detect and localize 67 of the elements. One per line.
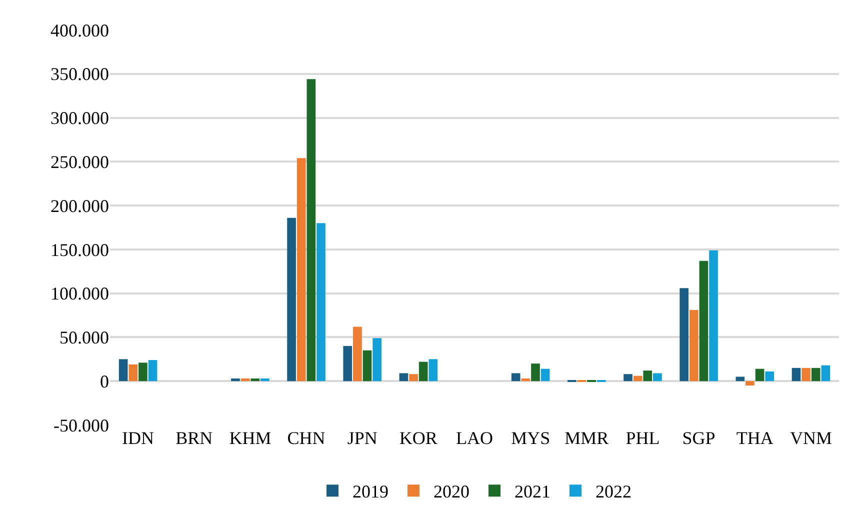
bar — [296, 158, 306, 382]
x-tick-label: THA — [736, 428, 774, 448]
bar — [409, 374, 418, 382]
bar — [372, 338, 382, 382]
x-tick-label: CHN — [287, 428, 326, 448]
bar — [765, 371, 774, 382]
bar — [746, 381, 754, 386]
x-tick-label: MMR — [564, 428, 609, 448]
bar — [699, 260, 708, 382]
y-tick-label: 0 — [100, 371, 109, 392]
legend-label: 2019 — [352, 482, 388, 502]
bar — [148, 360, 158, 382]
y-tick-label: -50.000 — [54, 415, 109, 436]
bar — [633, 376, 642, 382]
bar — [531, 364, 540, 382]
bar — [653, 373, 662, 382]
x-tick-label: PHL — [626, 428, 660, 448]
bar — [792, 368, 801, 382]
bar — [811, 368, 820, 382]
bar — [231, 378, 240, 382]
y-tick-label: 400.000 — [50, 20, 109, 40]
x-tick-label: MYS — [511, 428, 550, 448]
y-tick-label: 250.000 — [50, 152, 109, 172]
bar — [428, 359, 438, 382]
x-tick-label: KHM — [229, 428, 272, 448]
legend-label: 2020 — [434, 482, 470, 502]
bar — [521, 378, 530, 382]
bar — [511, 373, 520, 382]
bar — [709, 250, 718, 382]
legend-label: 2021 — [514, 482, 550, 502]
bar — [250, 378, 260, 382]
bar — [399, 373, 408, 382]
x-tick-label: VNM — [790, 428, 832, 448]
y-tick-label: 200.000 — [50, 196, 109, 216]
bar — [287, 218, 296, 382]
bar — [362, 350, 372, 382]
bar — [240, 378, 250, 382]
bar — [418, 362, 428, 382]
bar — [689, 310, 698, 382]
bar — [118, 359, 128, 382]
bar — [316, 223, 326, 382]
bar — [821, 365, 830, 382]
x-tick-label: BRN — [176, 428, 213, 448]
bar — [736, 376, 745, 382]
x-tick-label: IDN — [122, 428, 154, 448]
x-tick-label: JPN — [347, 428, 378, 448]
bar — [643, 370, 652, 382]
bar — [260, 378, 270, 382]
bar — [128, 364, 138, 382]
bar — [353, 326, 362, 382]
y-tick-label: 350.000 — [50, 64, 109, 84]
x-tick-label: LAO — [456, 428, 493, 448]
bar — [138, 362, 148, 382]
legend-label: 2022 — [596, 482, 632, 502]
bar — [540, 368, 550, 382]
bar — [343, 346, 352, 382]
bar — [306, 79, 316, 382]
bar — [802, 368, 810, 382]
bar — [755, 368, 764, 382]
y-tick-label: 150.000 — [50, 240, 109, 260]
y-tick-label: 300.000 — [50, 108, 109, 128]
x-tick-label: SGP — [682, 428, 716, 448]
bar — [680, 288, 688, 382]
y-tick-label: 50.000 — [60, 328, 109, 348]
bar — [624, 374, 632, 382]
y-tick-label: 100.000 — [50, 284, 109, 304]
x-tick-label: KOR — [399, 428, 438, 448]
